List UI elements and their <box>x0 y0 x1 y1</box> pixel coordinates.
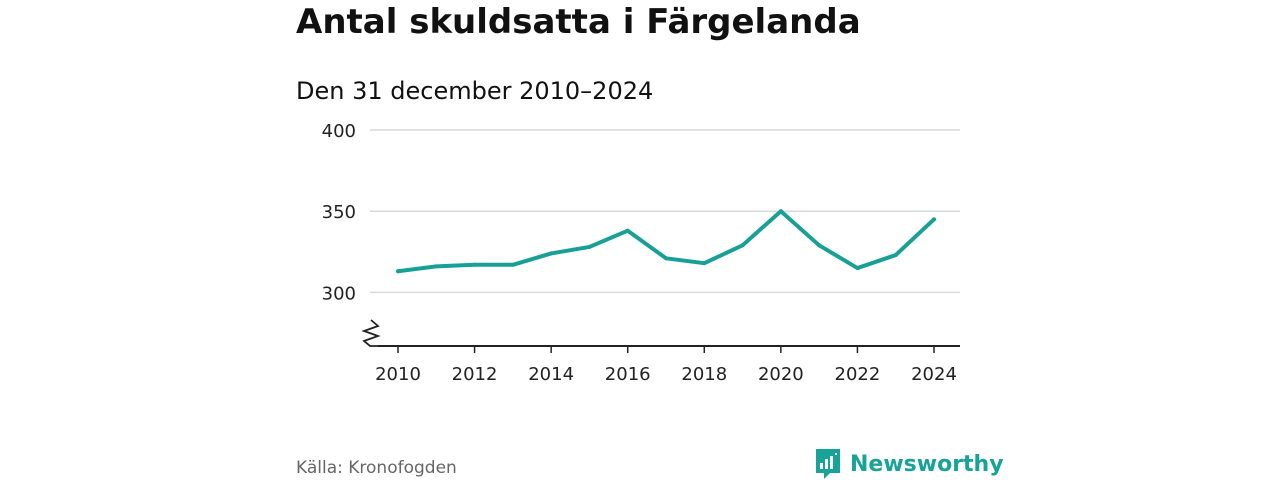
x-axis-ticks: 2010 2012 2014 2016 2018 2020 2022 2024 <box>375 346 957 385</box>
data-point <box>740 243 745 248</box>
y-tick-label: 400 <box>322 121 356 142</box>
y-tick-label: 300 <box>322 283 356 304</box>
x-tick-label: 2020 <box>758 364 804 385</box>
data-point <box>893 253 898 258</box>
chart-subtitle: Den 31 december 2010–2024 <box>296 77 654 105</box>
gridlines <box>370 129 960 294</box>
y-tick-label: 350 <box>322 202 356 223</box>
series <box>396 209 936 274</box>
x-tick-label: 2012 <box>452 364 498 385</box>
y-axis-ticks: 300 350 400 <box>322 121 356 304</box>
chart-title: Antal skuldsatta i Färgelanda <box>296 2 861 42</box>
data-point <box>932 217 936 222</box>
x-tick-label: 2014 <box>528 364 574 385</box>
brand-logo: Newsworthy <box>814 447 1004 481</box>
x-tick-label: 2022 <box>835 364 881 385</box>
data-point <box>664 256 668 261</box>
x-tick-label: 2016 <box>605 364 651 385</box>
data-point <box>625 228 630 233</box>
x-tick-label: 2018 <box>681 364 727 385</box>
data-point <box>855 266 860 271</box>
data-point <box>472 262 477 267</box>
x-tick-label: 2010 <box>375 364 421 385</box>
data-point <box>817 243 822 248</box>
source-note: Källa: Kronofogden <box>296 458 457 478</box>
data-point <box>510 262 515 267</box>
x-tick-label: 2024 <box>911 364 957 385</box>
data-point <box>778 209 783 214</box>
axis-break-icon <box>361 319 381 347</box>
data-point <box>702 261 707 266</box>
data-point <box>434 264 439 269</box>
series-line <box>396 209 936 274</box>
data-point <box>549 251 554 256</box>
data-point <box>587 244 592 249</box>
x-axis <box>361 319 960 347</box>
brand-name: Newsworthy <box>850 451 1004 477</box>
newsworthy-logo-icon <box>816 449 840 479</box>
data-point <box>396 269 400 274</box>
